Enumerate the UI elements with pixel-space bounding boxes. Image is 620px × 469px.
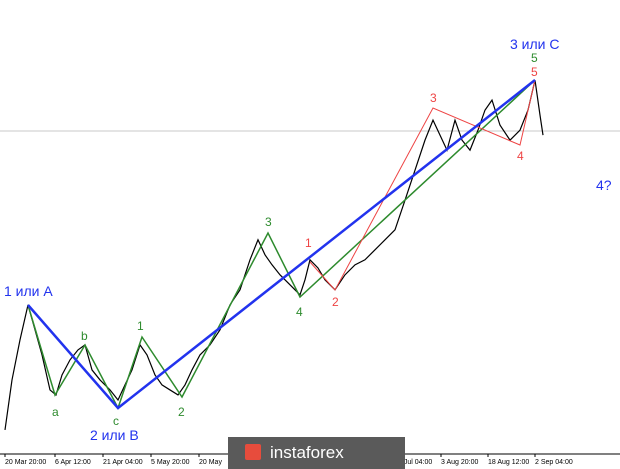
wave-label: a [52,405,59,419]
wave-label: c [113,414,119,428]
wave-label: 1 [305,236,312,250]
wave-label: 4 [296,305,303,319]
x-tick-label: 5 May 20:00 [151,459,190,466]
wave-label: 2 [178,405,185,419]
wave-label: 3 [265,215,272,229]
green-wave [27,79,536,410]
wave-label: 2 или B [90,427,139,443]
wave-label: 4? [596,177,612,193]
wave-label: 4 [517,149,524,163]
watermark: instaforex [270,443,344,462]
x-tick-label: 18 Aug 12:00 [488,459,529,466]
x-tick-label: 20 May [199,459,222,466]
wave-label: b [81,329,88,343]
x-tick-label: 0 Jul 04:00 [398,459,432,466]
wave-label: 3 или C [510,36,560,52]
x-tick-label: 3 Aug 20:00 [441,459,478,466]
wave-label: 1 или A [4,283,53,299]
x-tick-label: 20 Mar 20:00 [5,459,46,466]
x-tick-label: 2 Sep 04:00 [535,459,573,466]
x-tick-label: 21 Apr 04:00 [103,459,143,466]
watermark-logo [245,444,261,460]
wave-label: 5 [531,51,538,65]
wave-lines [27,79,536,410]
x-tick-label: 6 Apr 12:00 [55,459,91,466]
wave-label: 5 [531,65,538,79]
price-line [4,79,544,431]
red-wave [309,79,536,291]
wave-label: 1 [137,319,144,333]
wave-label: 2 [332,295,339,309]
blue-wave [27,79,536,410]
wave-label: 3 [430,91,437,105]
